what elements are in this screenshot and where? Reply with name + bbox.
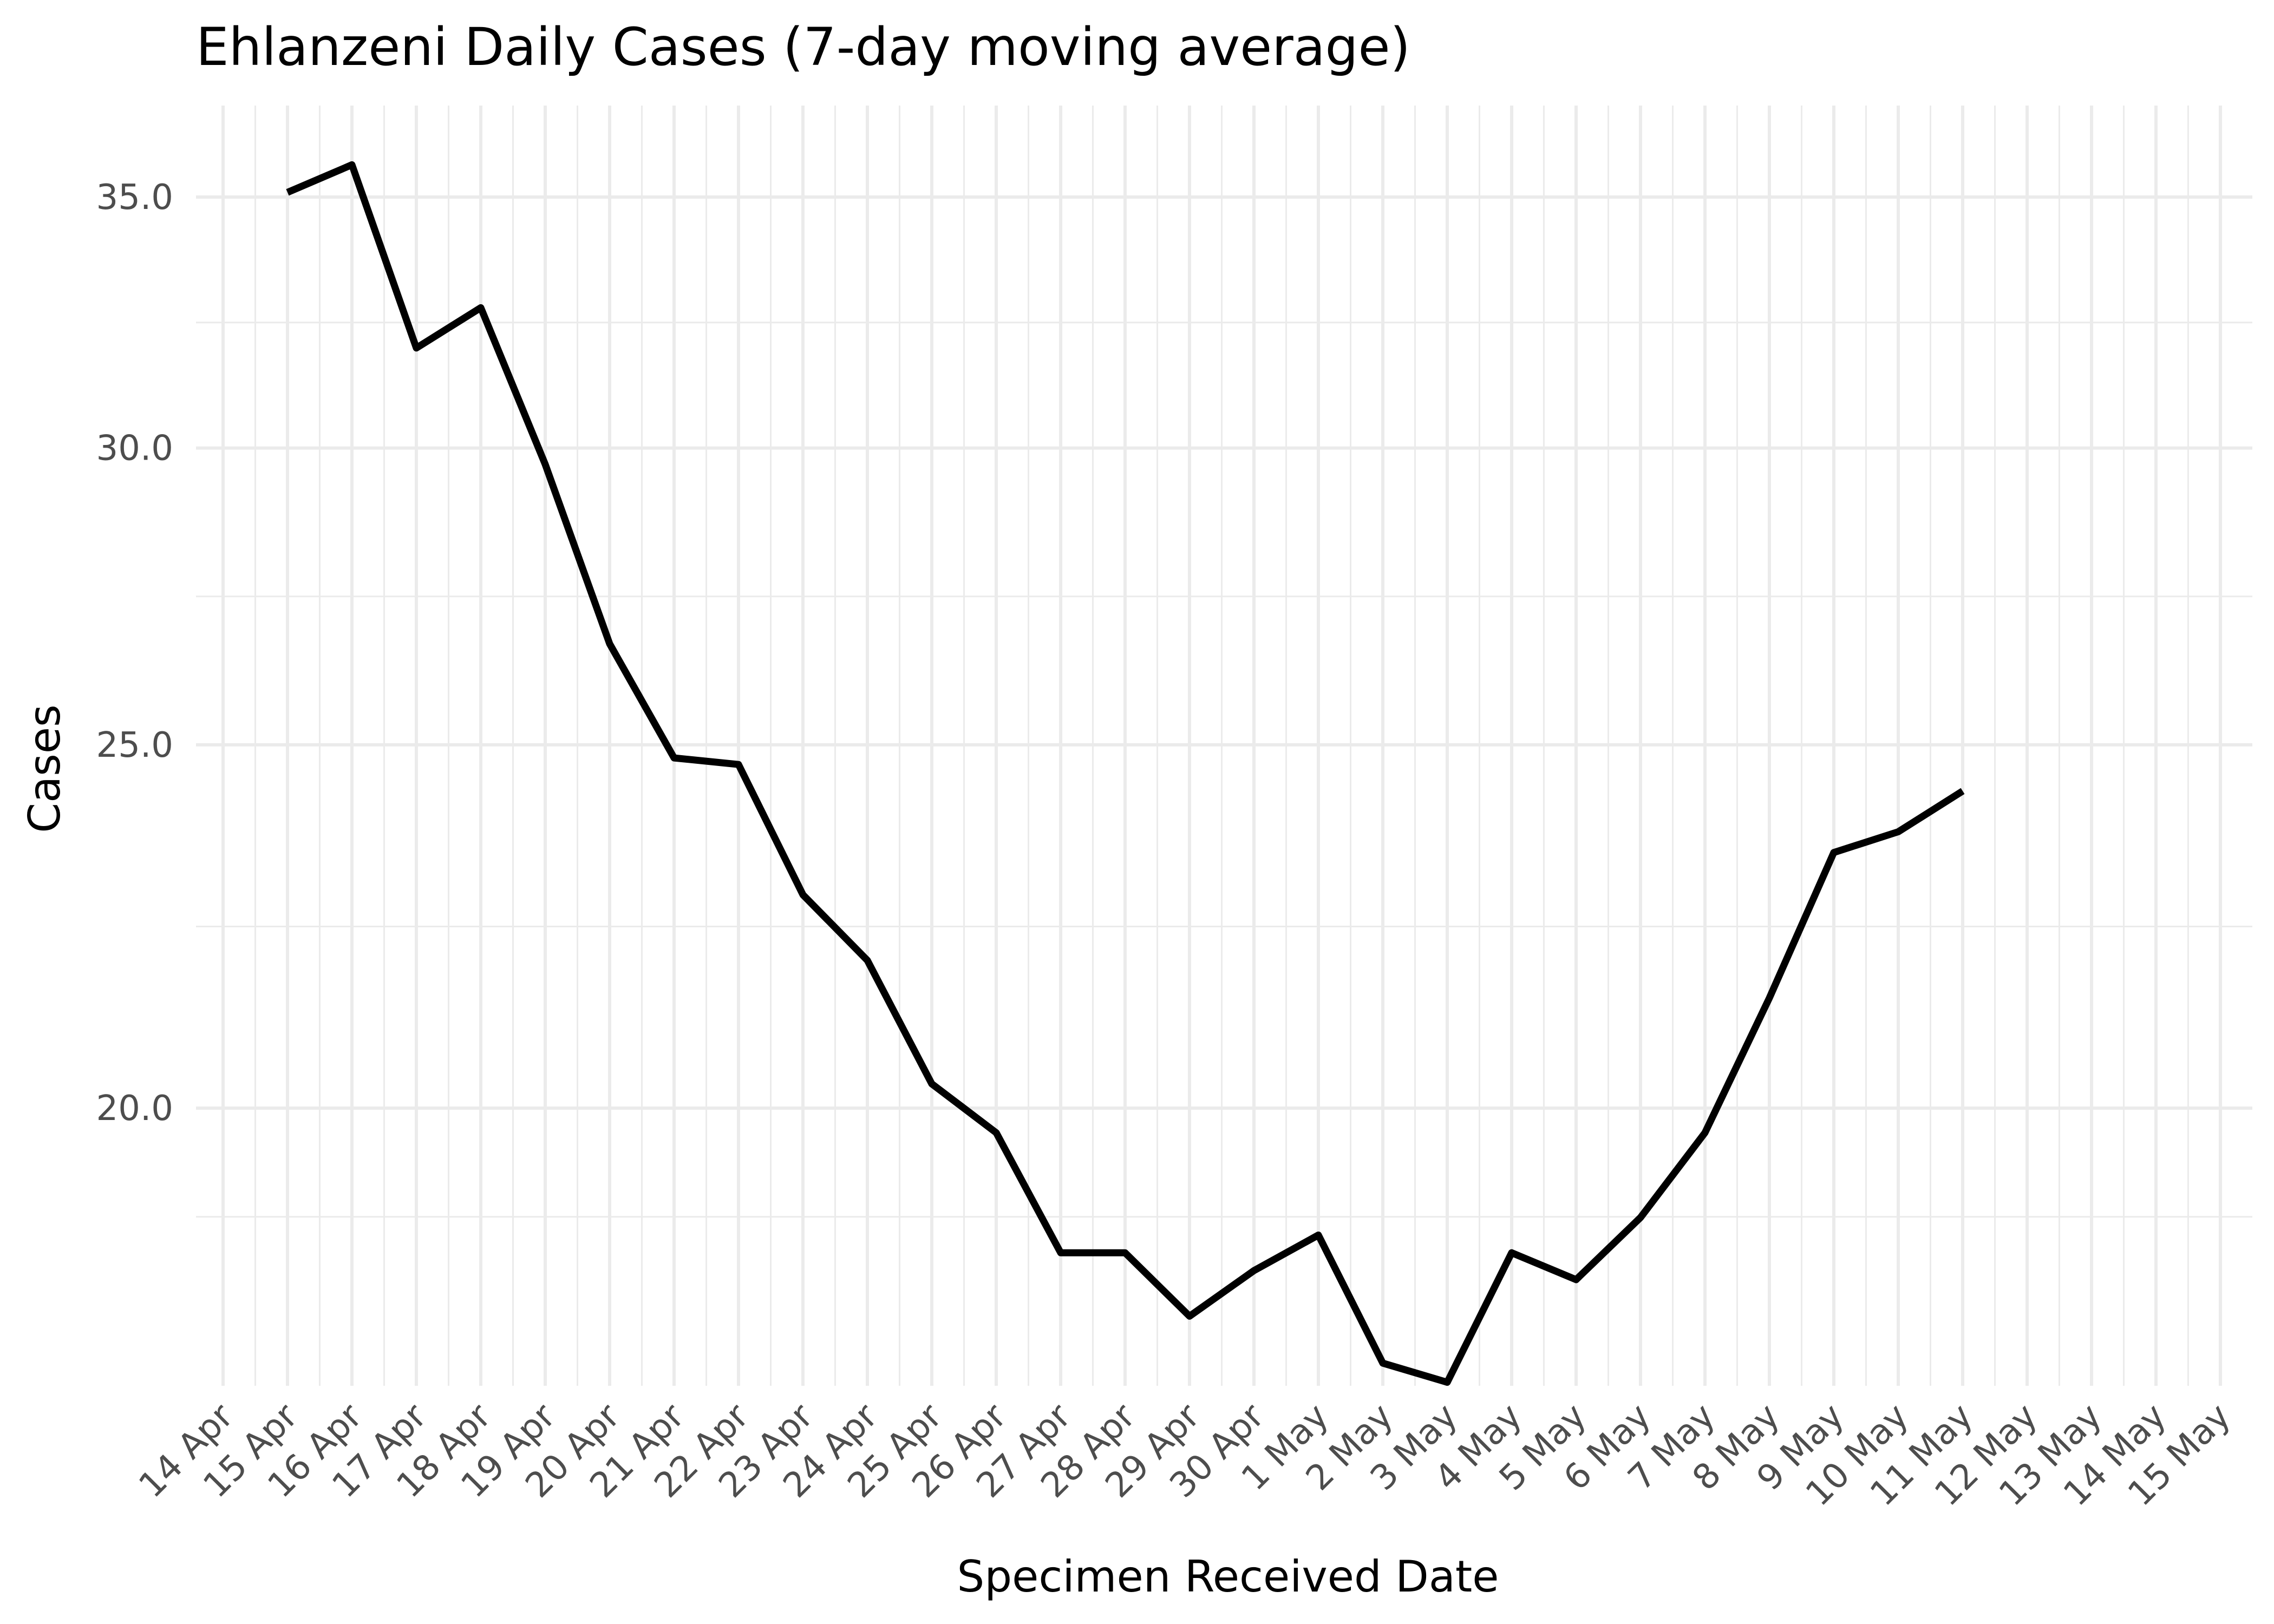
y-tick-label: 25.0 [96,725,174,765]
y-tick-label: 30.0 [96,429,174,469]
major-y-gridlines [196,195,2252,1110]
major-x-gridlines [221,106,2222,1386]
series-line [286,161,1965,1386]
y-tick-label: 20.0 [96,1089,174,1129]
chart-title: Ehlanzeni Daily Cases (7-day moving aver… [196,17,1410,77]
y-tick-label: 35.0 [96,178,174,218]
x-axis-title: Specimen Received Date [957,1551,1499,1602]
minor-y-gridlines [196,322,2252,1218]
y-axis-tick-labels: 20.0 25.0 30.0 35.0 [96,178,174,1129]
y-axis-title: Cases [19,704,70,833]
